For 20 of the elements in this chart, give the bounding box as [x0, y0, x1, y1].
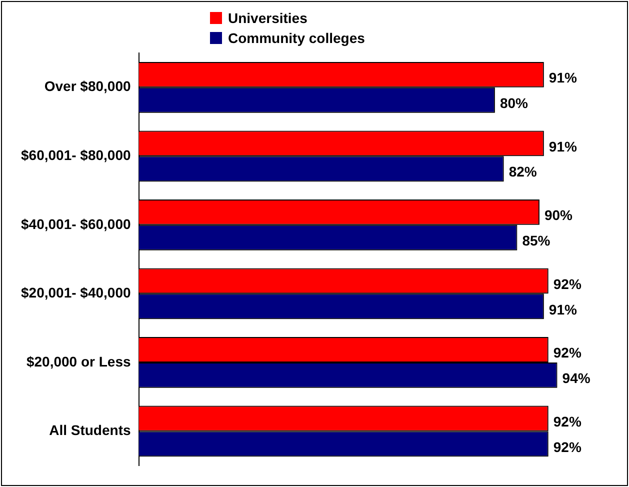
data-label: 90%	[544, 207, 574, 224]
data-label: 80%	[500, 94, 529, 111]
legend-label: Universities	[228, 9, 308, 28]
y-tick-label: All Students	[49, 422, 131, 438]
data-label: 82%	[508, 164, 538, 180]
data-label: 92%	[553, 438, 582, 455]
data-label: 92%	[553, 344, 582, 361]
data-label: 94%	[562, 370, 591, 386]
data-label: 92%	[553, 413, 582, 430]
legend-label: Community colleges	[228, 29, 365, 48]
y-tick-label: Over $80,000	[44, 78, 131, 94]
data-label: 91%	[548, 138, 578, 154]
data-label: 91%	[548, 70, 578, 86]
data-label: 85%	[522, 232, 551, 248]
y-tick-label: $20,001- $40,000	[21, 284, 131, 301]
data-label: 91%	[548, 301, 578, 318]
y-tick-label: $20,000 or Less	[26, 353, 131, 370]
data-label: 92%	[553, 276, 582, 292]
y-tick-label: $40,001- $60,000	[21, 216, 131, 232]
y-tick-label: $60,001- $80,000	[21, 147, 131, 164]
